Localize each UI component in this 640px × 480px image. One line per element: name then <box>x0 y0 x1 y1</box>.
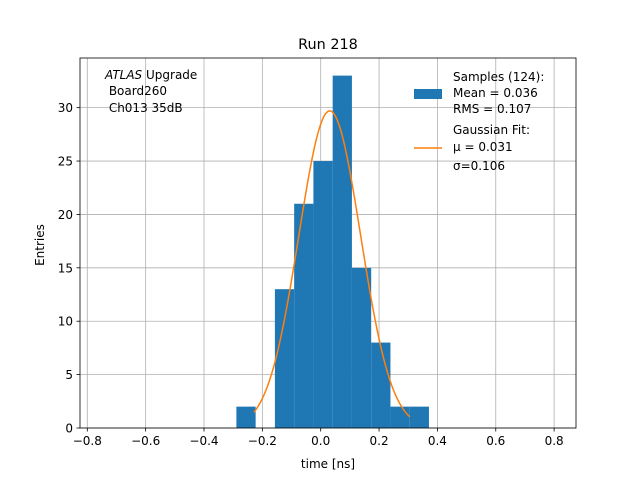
x-tick-label: −0.4 <box>189 434 218 448</box>
legend-fit-text: Gaussian Fit: <box>453 123 530 137</box>
annotation-atlas: ATLAS <box>104 68 143 82</box>
x-tick-label: −0.2 <box>248 434 277 448</box>
legend-fit-text: μ = 0.031 <box>453 140 513 154</box>
y-tick-label: 15 <box>58 261 73 275</box>
plot-frame <box>79 57 577 429</box>
y-axis-ticks: 0 5 10 15 20 25 30 <box>58 101 80 436</box>
y-tick-label: 25 <box>58 155 73 169</box>
x-tick-label: 0.0 <box>311 434 330 448</box>
histogram-bar <box>409 406 429 428</box>
histogram-bar <box>313 161 333 428</box>
legend-samples-text: Mean = 0.036 <box>453 86 538 100</box>
histogram-bar <box>274 289 295 428</box>
histogram-bar <box>390 406 410 428</box>
y-tick-label: 5 <box>65 368 73 382</box>
x-tick-label: 0.2 <box>370 434 389 448</box>
y-axis-label: Entries <box>33 224 47 266</box>
atlas-annotation: ATLAS Upgrade Board260 Ch013 35dB <box>104 68 197 115</box>
legend-samples-text: RMS = 0.107 <box>453 102 531 116</box>
x-axis-label: time [ns] <box>301 457 355 471</box>
histogram-bars <box>236 75 429 428</box>
annotation-upgrade: Upgrade <box>142 68 197 82</box>
histogram-bar <box>294 203 314 428</box>
legend: Samples (124): Mean = 0.036 RMS = 0.107 G… <box>414 70 544 173</box>
histogram-bar <box>371 342 391 428</box>
gaussian-fit-curve <box>253 110 411 418</box>
annotation-line-2: Board260 <box>105 84 167 98</box>
legend-fit-text: σ=0.106 <box>453 159 505 173</box>
x-tick-label: −0.8 <box>73 434 102 448</box>
x-tick-label: −0.6 <box>131 434 160 448</box>
histogram-bar <box>351 267 372 428</box>
histogram-bar <box>332 75 352 428</box>
y-tick-label: 0 <box>65 422 73 436</box>
annotation-line-3: Ch013 35dB <box>105 101 183 115</box>
y-tick-label: 20 <box>58 208 73 222</box>
annotation-line-1: ATLAS Upgrade <box>104 68 197 82</box>
y-tick-label: 10 <box>58 315 73 329</box>
legend-samples-swatch <box>414 89 442 99</box>
chart-title: Run 218 <box>298 37 358 53</box>
x-tick-label: 0.8 <box>545 434 564 448</box>
gaussian-fit-line <box>253 110 411 418</box>
x-tick-label: 0.6 <box>486 434 505 448</box>
x-tick-label: 0.4 <box>428 434 447 448</box>
legend-samples-text: Samples (124): <box>453 70 544 84</box>
x-axis-ticks: −0.8 −0.6 −0.4 −0.2 0.0 0.2 0.4 0.6 0.8 <box>73 428 564 448</box>
histogram-bar <box>236 406 256 428</box>
y-tick-label: 30 <box>58 101 73 115</box>
